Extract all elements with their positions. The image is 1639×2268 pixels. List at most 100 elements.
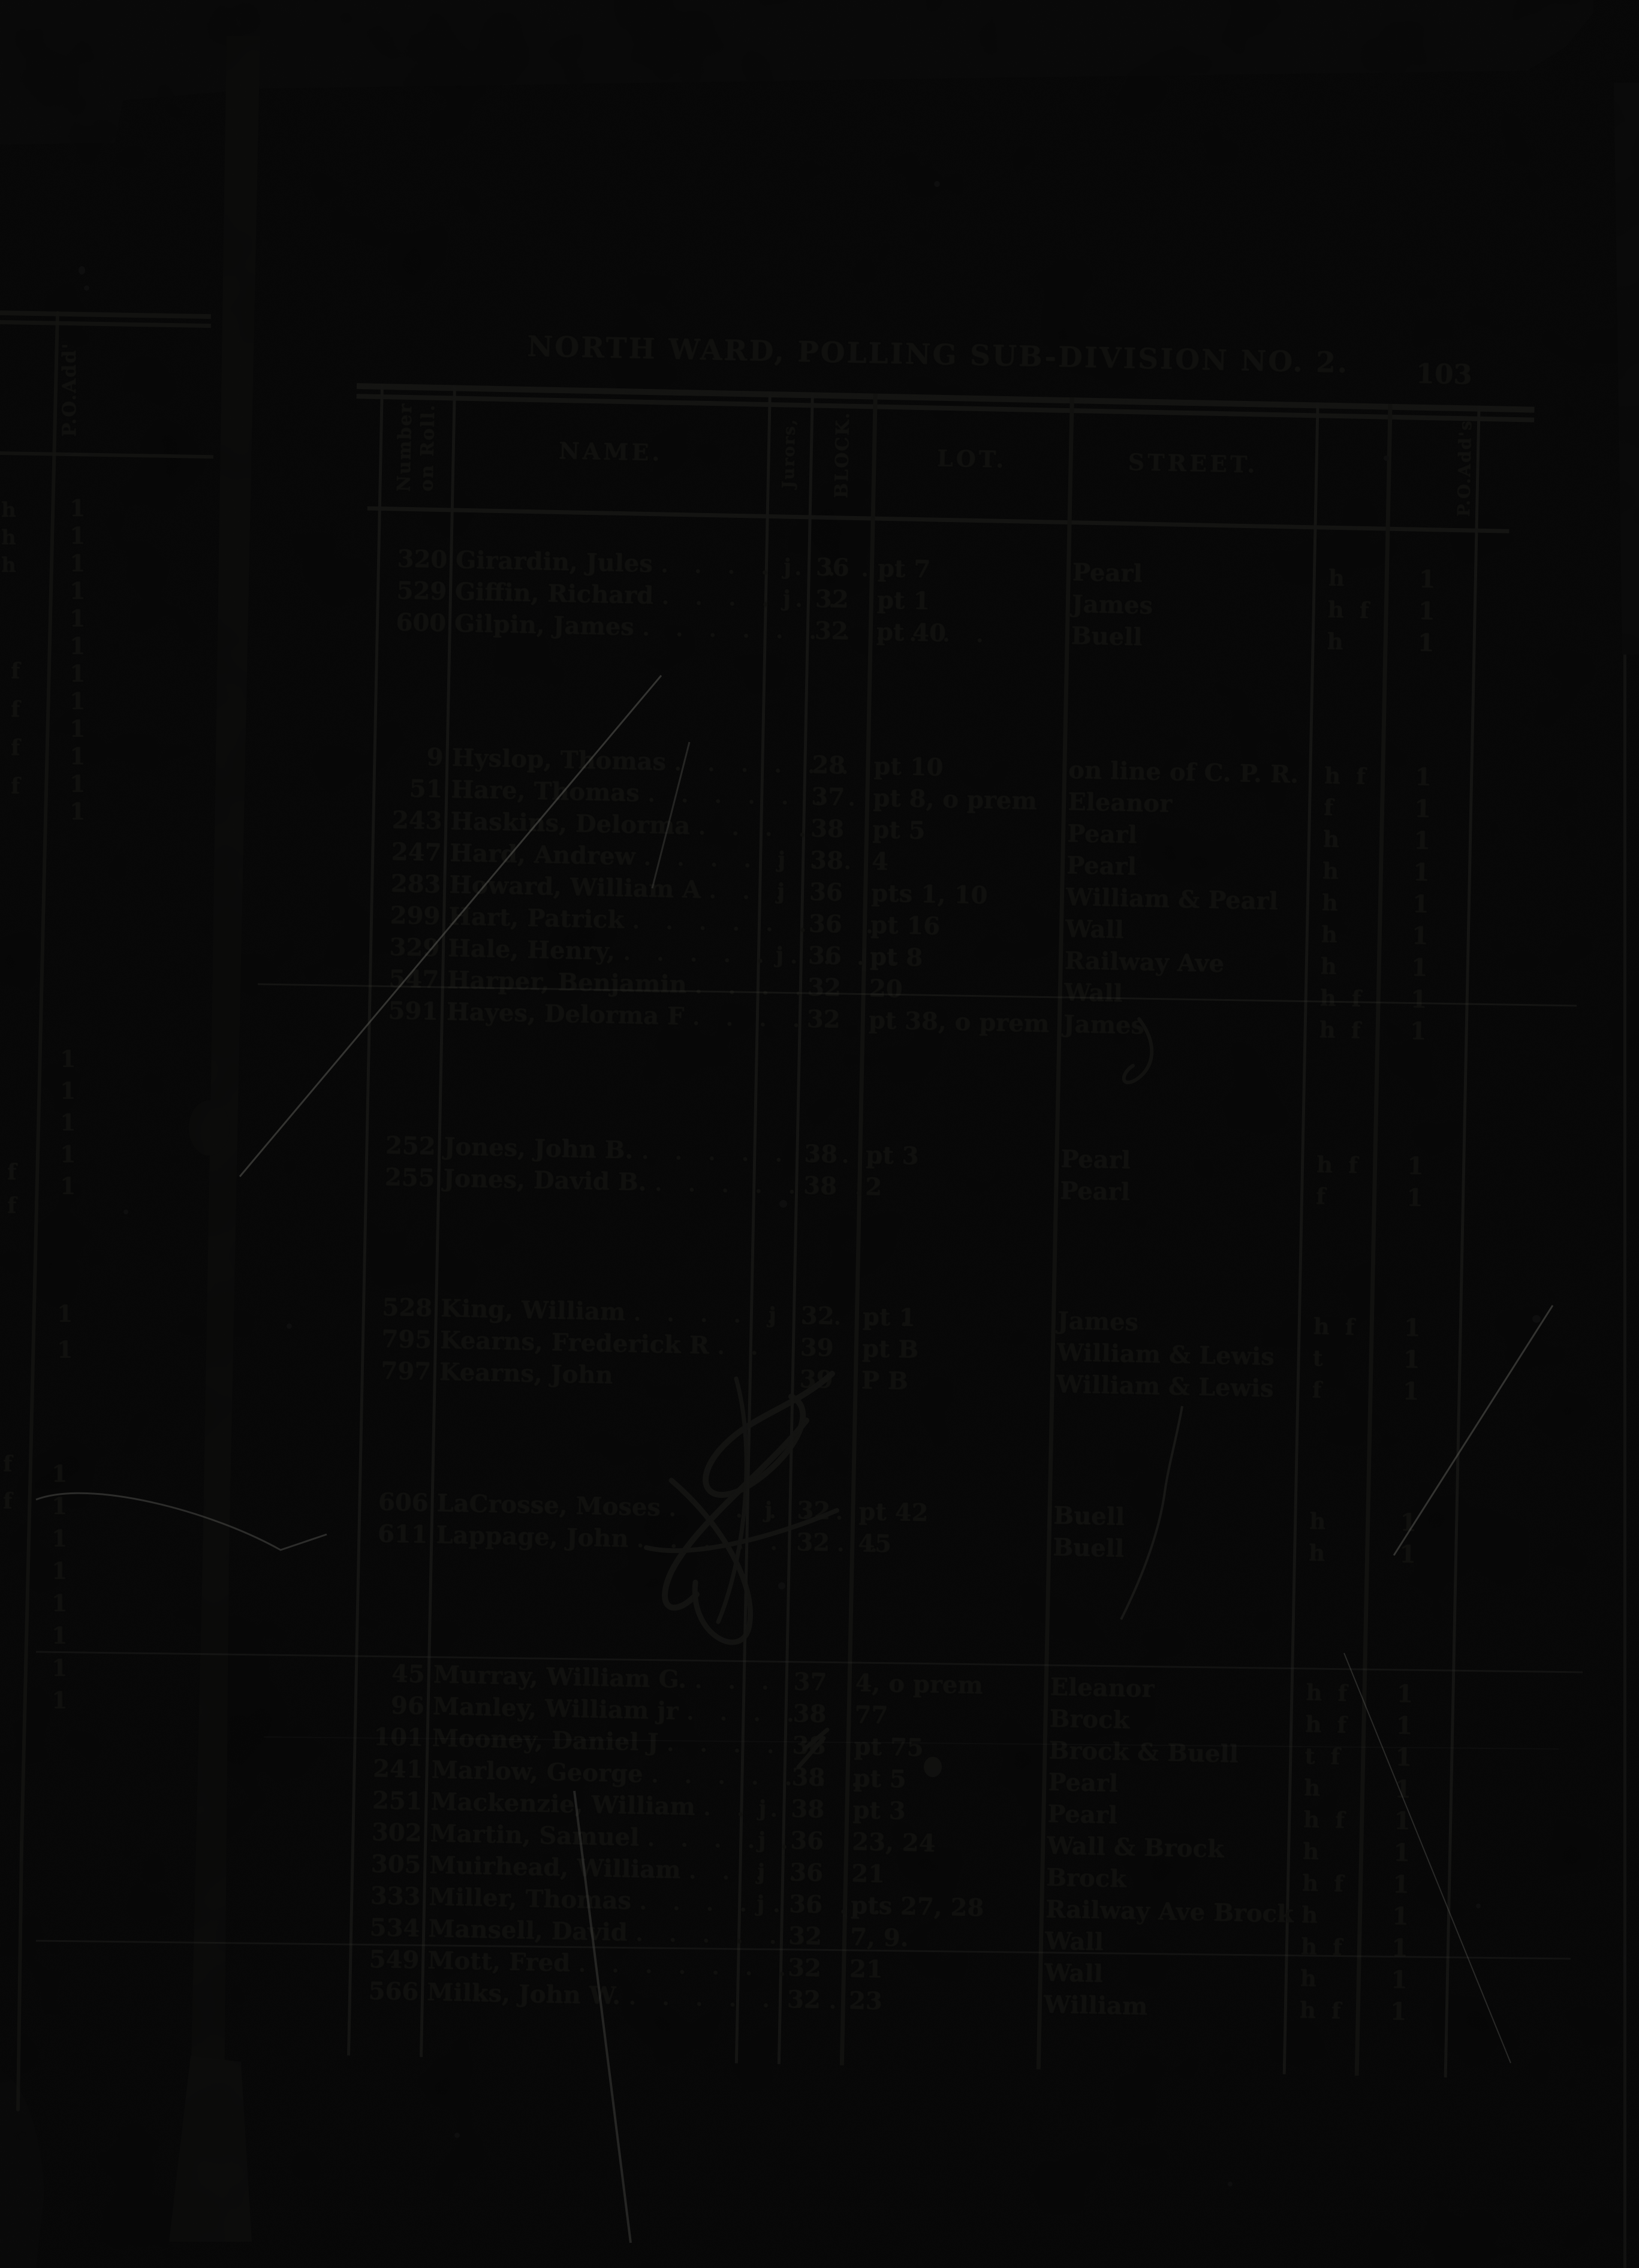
cell-number-on-roll: 606 <box>378 1488 429 1517</box>
cell-number-on-roll: 600 <box>396 608 447 638</box>
cell-number-on-roll: 255 <box>384 1163 435 1193</box>
voter-name: Kearns, Frederick R <box>439 1326 710 1360</box>
cell-street: William & Lewis <box>1056 1370 1275 1403</box>
page-number: 103 <box>1415 357 1473 391</box>
cell-number-on-roll: 611 <box>377 1519 428 1549</box>
header-number-on-roll: Number on Roll. <box>378 387 454 508</box>
fragment-glyph: h <box>1 553 16 577</box>
cell-block: 36 <box>788 1890 823 1919</box>
cell-tenure-marks: h <box>1295 1507 1367 1534</box>
cell-street: Wall <box>1065 915 1125 945</box>
cell-po-address: 1 <box>1390 1965 1408 1994</box>
tenure-mark: f <box>1348 1151 1358 1178</box>
fragment-glyph: 1 <box>70 577 86 604</box>
cell-juror-mark: j <box>776 878 785 904</box>
cell-block: 36 <box>790 1826 824 1856</box>
cell-street: Pearl <box>1072 558 1143 588</box>
fragment-glyph: 1 <box>70 550 86 577</box>
cell-tenure-marks: h <box>1285 1964 1358 1992</box>
tenure-mark: h <box>1309 1507 1326 1534</box>
cell-po-address: 1 <box>1406 1183 1424 1213</box>
cell-block: 32 <box>800 1301 835 1331</box>
cell-number-on-roll: 302 <box>371 1818 422 1847</box>
cell-name: Muirhead, William. . . . <box>424 1851 806 1886</box>
leader-dots: . . <box>717 1335 768 1361</box>
cell-name: Haskins, Delorma . . . . <box>445 807 815 842</box>
tenure-mark: f <box>1323 794 1334 821</box>
cell-tenure-marks: h <box>1306 921 1379 948</box>
cell-number-on-roll: 243 <box>391 806 442 836</box>
cell-number-on-roll: 591 <box>388 996 439 1026</box>
fragment-glyph: h <box>1 526 16 550</box>
tenure-mark: h <box>1302 1837 1319 1865</box>
cell-block: 36 <box>815 553 850 582</box>
ink-speck <box>778 1582 785 1590</box>
cell-block: 36 <box>808 909 843 939</box>
cell-street: on line of C. P. R. <box>1068 756 1299 789</box>
fragment-glyph: 1 <box>70 522 86 549</box>
cell-name: Hare, Thomas. . . . . . . . <box>446 775 899 812</box>
cell-number-on-roll: 305 <box>370 1850 421 1879</box>
cell-name: Lappage, John. . . . . . . . <box>431 1521 887 1557</box>
cell-lot: pt 5 <box>872 815 926 845</box>
cell-juror-mark: j <box>757 1859 766 1884</box>
cell-street: Pearl <box>1047 1768 1119 1798</box>
cell-po-address: 1 <box>1412 889 1430 919</box>
fragment-glyph: f <box>11 659 20 684</box>
cell-block: 32 <box>815 584 849 614</box>
cell-name: Miller, Thomas. . . . . . . . . <box>424 1883 924 1920</box>
cell-number-on-roll: 96 <box>390 1691 425 1720</box>
fragment-glyph: 1 <box>52 1687 68 1714</box>
fragment-glyph: 1 <box>57 1336 73 1363</box>
cell-lot: 7, 9. <box>849 1923 909 1953</box>
tenure-mark: f <box>1334 1806 1345 1833</box>
cell-tenure-marks: h <box>1287 1901 1360 1928</box>
cell-street: Wall <box>1063 978 1123 1008</box>
cell-number-on-roll: 534 <box>369 1913 420 1943</box>
cell-name: Kearns, John <box>434 1358 750 1392</box>
voter-name: Hayes, Delorma F <box>446 997 685 1031</box>
tenure-mark: h <box>1327 628 1344 655</box>
cell-lot: pt 3 <box>865 1141 919 1171</box>
voter-name: Milks, John W. <box>426 1978 621 2010</box>
cell-block: 38 <box>810 814 845 843</box>
cell-po-address: 1 <box>1403 1345 1420 1374</box>
cell-block: 32 <box>806 1005 840 1034</box>
cell-name: Hard, Andrew. . . . . . . <box>445 839 861 874</box>
cell-juror-mark: j <box>783 554 792 580</box>
fragment-glyph: 1 <box>70 715 86 742</box>
cell-tenure-marks: h <box>1289 1774 1362 1801</box>
cell-block: 36 <box>808 941 842 970</box>
cell-lot: pt 1 <box>876 586 930 616</box>
leader-dots: . . . . . <box>635 1922 787 1950</box>
cell-po-address: 1 <box>1409 1017 1427 1046</box>
voter-name: Harper, Benjamin <box>447 966 688 999</box>
fragment-glyph: f <box>3 1452 13 1477</box>
fragment-glyph: 1 <box>52 1557 68 1584</box>
cell-po-address: 1 <box>1394 1743 1412 1772</box>
fragment-glyph: 1 <box>70 770 86 797</box>
cell-name: Jones, David B.. . . . . . . <box>438 1164 872 1200</box>
cell-juror-mark: j <box>775 942 784 968</box>
cell-tenure-marks: h <box>1312 628 1385 655</box>
divider <box>0 320 211 328</box>
voter-name: Hart, Patrick <box>448 902 625 934</box>
tenure-mark: f <box>1359 596 1370 623</box>
tenure-mark: h <box>1303 1805 1320 1833</box>
cell-juror-mark: j <box>764 1497 773 1522</box>
cell-po-address: 1 <box>1418 596 1436 626</box>
cell-lot: pt 7 <box>877 554 931 584</box>
fragment-glyph: f <box>11 697 20 722</box>
cell-name: Giffin, Richard. . . . . . <box>450 577 846 613</box>
cell-name: LaCrosse, Moses. . . . . . <box>432 1489 852 1525</box>
ink-speck <box>779 1200 787 1208</box>
voter-name: Mansell, David <box>427 1914 628 1947</box>
fragment-glyph: 1 <box>60 1109 76 1136</box>
cell-block: 37 <box>793 1667 827 1697</box>
